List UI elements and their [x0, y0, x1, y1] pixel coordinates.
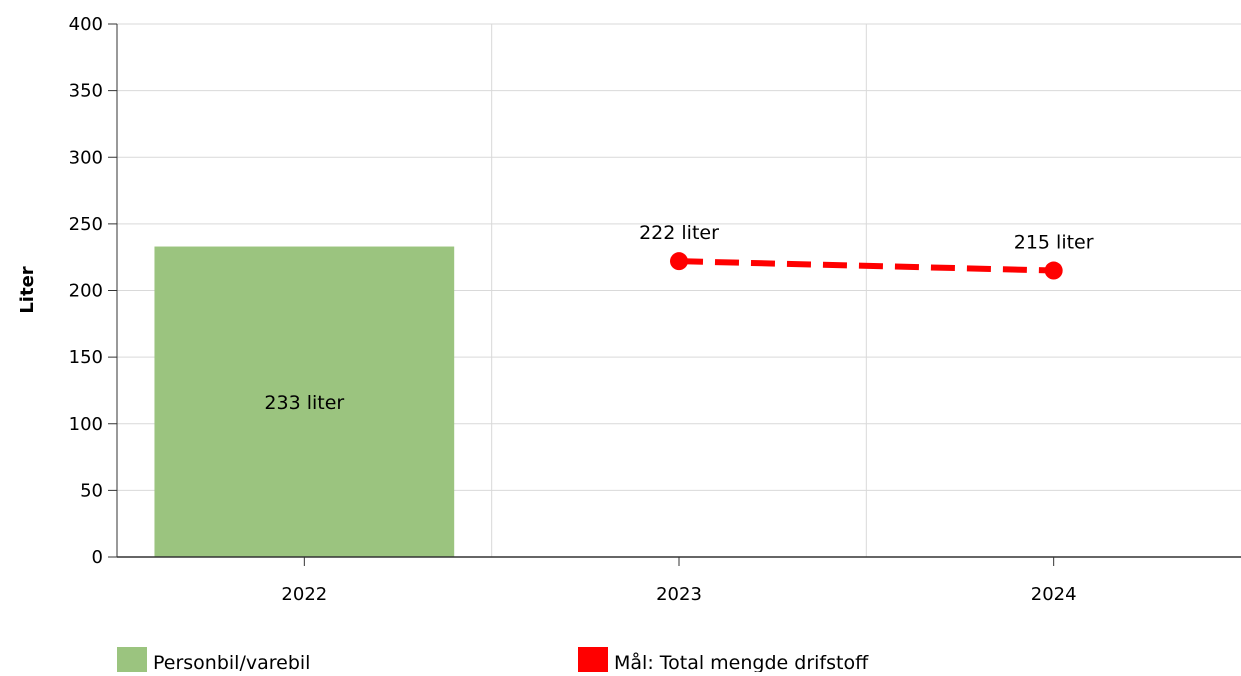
- y-tick-label: 350: [69, 81, 103, 102]
- bar-series: [154, 246, 455, 557]
- x-tick-label: 2023: [656, 584, 702, 605]
- series-line: [678, 258, 1054, 274]
- y-tick-label: 150: [69, 347, 103, 368]
- y-tick-label: 100: [69, 414, 103, 435]
- y-tick-label: 200: [69, 281, 103, 302]
- y-tick-label: 400: [69, 14, 103, 35]
- y-tick-label: 300: [69, 147, 103, 168]
- line-series: [670, 252, 1063, 280]
- bar: [154, 246, 455, 557]
- line-data-label: 222 liter: [639, 222, 719, 244]
- y-axis-title: Liter: [17, 266, 38, 313]
- y-tick-label: 0: [92, 547, 103, 568]
- x-tick-label: 2024: [1031, 584, 1077, 605]
- line-point: [1044, 261, 1063, 280]
- legend-swatch: [578, 647, 608, 676]
- legend-label: Mål: Total mengde drifstoff: [614, 651, 869, 672]
- legend: Personbil/varebil Mål: Total mengde drifs…: [117, 647, 869, 676]
- y-tick-label: 50: [80, 480, 103, 501]
- legend-swatch: [117, 647, 147, 676]
- x-tick-label: 2022: [281, 584, 327, 605]
- axes: 0 50 100 150 200 250 300 350 400 2022 2023 2024: [69, 14, 1241, 605]
- line-data-label: 215 liter: [1014, 232, 1094, 254]
- line-point: [670, 252, 688, 271]
- legend-label: Personbil/varebil: [153, 652, 310, 672]
- data-labels: 233 liter 222 liter 215 liter: [264, 222, 1093, 414]
- bar-data-label: 233 liter: [264, 392, 344, 414]
- y-tick-label: 250: [69, 214, 103, 235]
